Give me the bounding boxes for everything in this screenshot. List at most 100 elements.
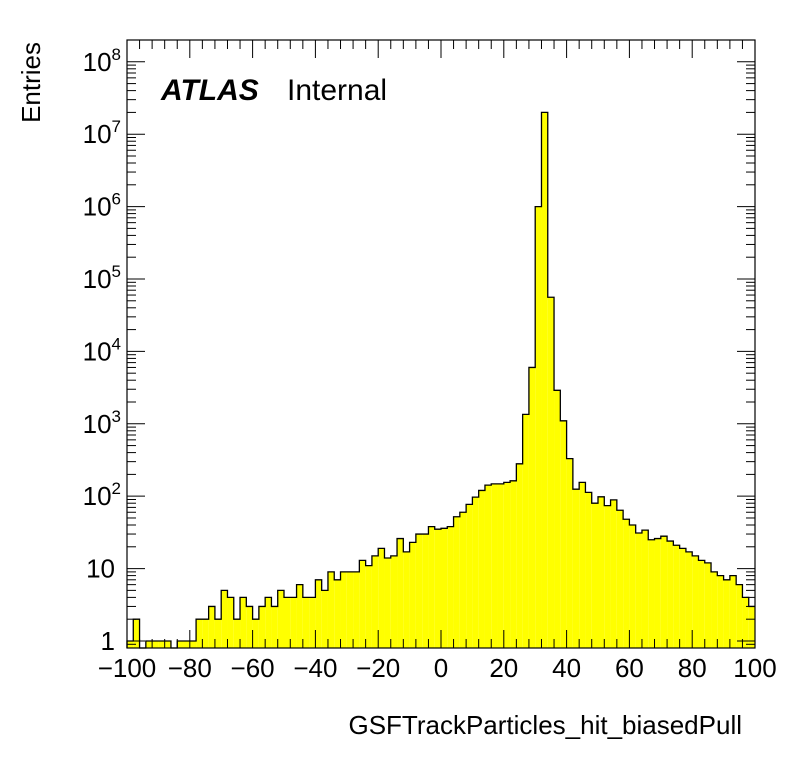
histogram-bin [177,640,184,648]
histogram-bin [183,640,190,648]
histogram-bin [667,541,674,648]
y-tick-label: 1 [101,626,115,656]
histogram-bin [516,463,523,648]
histogram-bin [447,526,454,648]
histogram-bin [604,505,611,648]
histogram-bin [585,492,592,648]
histogram-bin [484,485,492,648]
histogram-bin [284,597,291,648]
histogram-bin [742,597,749,648]
histogram-bin [271,606,278,648]
histogram-bin [371,555,379,648]
histogram-bin [711,571,718,648]
histogram-bin [623,519,630,648]
histogram-bin [422,534,429,648]
x-tick-label: 100 [733,653,776,683]
histogram-bin [616,510,624,648]
histogram-bin [252,619,259,648]
histogram-bin [648,539,655,648]
histogram-bin [535,206,542,648]
histogram-bin [723,579,730,648]
histogram-bin [221,590,228,648]
axis-ticks [126,39,756,649]
histogram-bin [265,597,272,648]
histogram-bin [635,533,642,648]
histogram-bin [572,489,580,648]
histogram-bin [403,551,410,648]
x-tick-label: −60 [231,653,275,683]
histogram-bin [579,482,586,648]
y-axis-title: Entries [16,42,46,123]
x-axis-title: GSFTrackParticles_hit_biasedPull [348,710,742,740]
y-tick-label: 102 [83,479,121,511]
histogram-bin [233,619,241,648]
y-tick-label: 104 [83,334,121,366]
histogram-bin [673,545,680,648]
histogram-bin [459,512,467,648]
histogram-bin [522,414,529,648]
x-tick-label: 80 [678,653,707,683]
histogram-bin [290,597,297,648]
histogram-bin [692,555,699,648]
histogram-bin [158,640,165,648]
histogram-bin [415,534,423,648]
x-tick-label: 60 [615,653,644,683]
histogram-bin [196,619,203,648]
histogram-bin [315,579,322,648]
histogram-bin [541,112,548,648]
histogram-bin [390,555,398,648]
x-tick-label: −20 [356,653,400,683]
histogram-bin [214,619,222,648]
histogram-bin [736,584,743,648]
histogram-bin [302,597,310,648]
histogram-bin [466,504,473,648]
histogram-bin [296,584,303,648]
histogram-bin [334,579,341,648]
histogram-bin [547,297,555,648]
histogram-bin [654,538,661,648]
histogram-bin [510,480,517,648]
histogram-bin [598,496,605,648]
histogram-bin [202,619,209,648]
y-tick-labels: 1 10 102 103 104 105 106 107 108 [83,45,121,656]
histogram-bin [641,530,649,648]
histogram-bin [472,497,479,648]
histogram-bin [491,483,498,648]
internal-label: Internal [287,74,387,107]
histogram-bin [717,575,724,648]
y-tick-label: 103 [83,407,121,439]
histogram-bin [246,606,253,648]
x-tick-label: 0 [434,653,448,683]
histogram-bin [629,525,636,648]
histogram-bin [309,597,316,648]
histogram-bin [566,458,573,648]
histogram-bin [378,548,385,648]
histogram-bin [359,560,366,648]
histogram-bin [164,640,171,648]
histogram-bin [453,516,460,648]
histogram-bin [208,606,215,648]
histogram-bin [610,499,617,648]
x-tick-label: −40 [293,653,337,683]
histogram-bin [428,526,435,648]
histogram-bin [384,558,391,648]
histogram-bin [698,560,705,648]
y-tick-label: 105 [83,262,121,294]
atlas-label: ATLAS [160,74,259,107]
histogram-bin [560,420,567,648]
histogram-bin [145,640,153,648]
histogram-bin [353,571,360,648]
histogram-bin [660,536,668,648]
histogram-bin [434,529,441,648]
histogram-bars [126,111,755,649]
histogram-bin [685,551,693,648]
histogram-bin [277,590,284,648]
x-tick-label: 40 [552,653,581,683]
histogram-bin [365,565,372,648]
histogram-bin [748,606,755,648]
histogram-bin [441,528,448,648]
histogram-bin [346,571,354,648]
histogram-bin [321,590,328,648]
histogram-bin [397,538,404,648]
